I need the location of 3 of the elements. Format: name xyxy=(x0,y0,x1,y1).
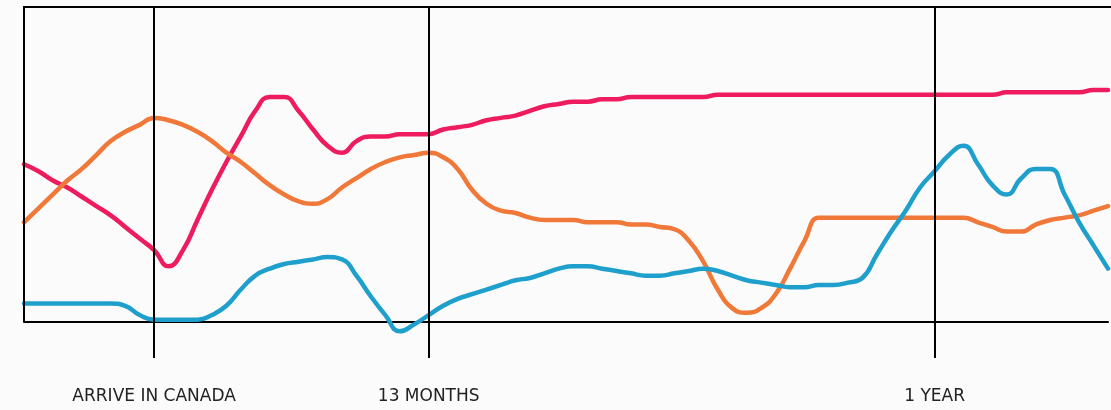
x-tick-label: 1 YEAR xyxy=(904,384,966,405)
x-tick-label: ARRIVE IN CANADA xyxy=(72,384,237,405)
x-tick-label: 13 MONTHS xyxy=(377,384,480,405)
